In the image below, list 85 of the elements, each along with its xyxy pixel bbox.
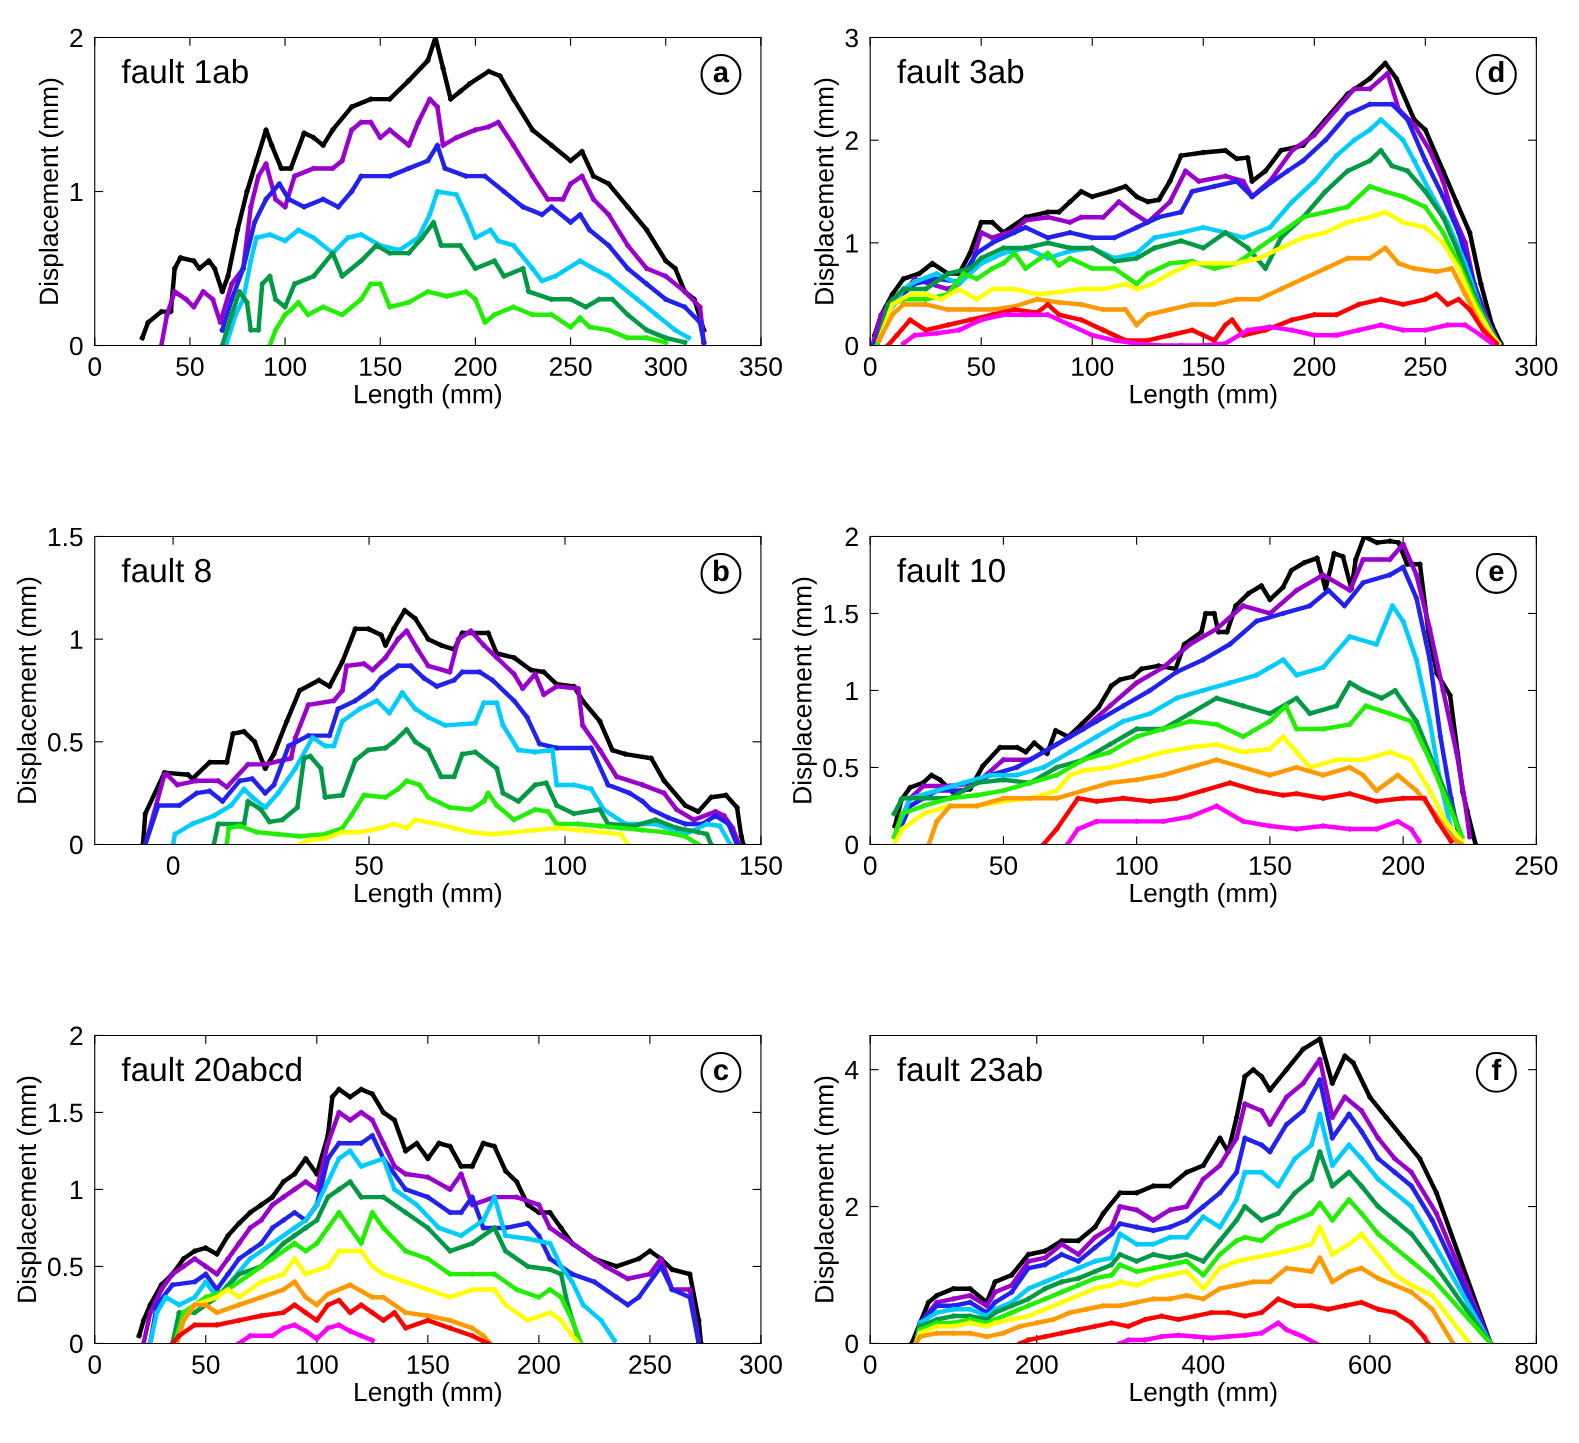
x-axis-title: Length (mm) (1130, 882, 1277, 908)
x-tick-label: 0 (863, 856, 877, 875)
x-tick-label: 250 (629, 1355, 671, 1374)
x-tick-label: 300 (644, 357, 687, 377)
y-tick-label: 1.5 (48, 527, 83, 547)
y-tick-label: 1 (70, 1180, 83, 1199)
x-axis-title: Length (mm) (355, 882, 501, 908)
x-tick-label: 250 (1404, 357, 1447, 377)
y-tick-label: 2 (70, 1026, 83, 1045)
x-tick-label: 100 (544, 856, 586, 875)
x-tick-label: 0 (166, 856, 180, 875)
y-tick-label: 1 (846, 234, 858, 253)
x-tick-label: 100 (1072, 357, 1114, 377)
y-tick-label: 0.5 (47, 1257, 83, 1277)
y-tick-label: 1.5 (824, 604, 858, 624)
text: fault 20abcd (121, 1056, 301, 1082)
y-tick-label: 0 (845, 835, 859, 855)
x-tick-label: 50 (355, 856, 383, 875)
y-axis-title: Displacement (mm) (814, 78, 839, 304)
y-axis-title: Displacement (mm) (792, 577, 817, 803)
y-axis-title: Displacement (mm) (16, 577, 42, 803)
y-tick-label: 0 (69, 336, 83, 356)
y-tick-label: 2 (845, 1197, 858, 1217)
x-tick-label: 100 (265, 357, 307, 377)
x-tick-label: 200 (1382, 856, 1425, 875)
x-tick-label: 250 (549, 357, 592, 377)
x-tick-label: 300 (739, 1355, 782, 1374)
text: fault 8 (121, 557, 211, 583)
text: fault 23ab (897, 1056, 1042, 1082)
y-tick-label: 2 (845, 131, 858, 150)
y-axis-title: Displacement (mm) (16, 1076, 42, 1302)
x-tick-label: 600 (1349, 1355, 1391, 1374)
x-axis-title: Length (mm) (355, 384, 501, 409)
x-tick-label: 200 (1293, 357, 1336, 377)
x-tick-label: 200 (518, 1355, 560, 1374)
x-axis-title: Length (mm) (1130, 1381, 1277, 1407)
y-axis-title: Displacement (mm) (814, 1076, 839, 1302)
x-axis-title: Length (mm) (355, 1381, 501, 1407)
x-tick-label: 400 (1181, 1355, 1225, 1374)
y-tick-label: 0 (845, 336, 859, 356)
x-tick-label: 350 (739, 357, 782, 377)
x-tick-label: 50 (989, 856, 1018, 875)
text: fault 1ab (121, 58, 248, 84)
x-tick-label: 100 (296, 1355, 338, 1374)
y-tick-label: 3 (845, 28, 858, 48)
x-tick-label: 50 (967, 357, 995, 377)
x-tick-label: 250 (1515, 856, 1558, 875)
x-tick-label: 200 (454, 357, 497, 377)
y-tick-label: 0 (69, 835, 83, 855)
x-tick-label: 150 (1249, 856, 1291, 875)
annotation: f (1492, 1058, 1502, 1080)
x-tick-label: 800 (1515, 1355, 1558, 1374)
x-axis-title: Length (mm) (1130, 384, 1277, 409)
y-tick-label: 1 (846, 681, 858, 701)
annotation: c (713, 1064, 729, 1081)
y-axis-title: Displacement (mm) (38, 78, 64, 304)
x-tick-label: 50 (192, 1355, 220, 1374)
y-tick-label: 2 (70, 28, 83, 48)
y-tick-label: 0.5 (823, 758, 858, 778)
x-tick-label: 300 (1515, 357, 1558, 377)
x-tick-label: 150 (360, 357, 402, 377)
x-tick-label: 150 (407, 1355, 449, 1374)
x-tick-label: 200 (1016, 1355, 1058, 1374)
y-tick-label: 0 (69, 1334, 83, 1354)
y-tick-label: 1.5 (48, 1103, 83, 1123)
x-tick-label: 0 (863, 357, 877, 377)
y-tick-label: 0.5 (47, 732, 83, 752)
annotation: b (713, 559, 729, 582)
text: fault 3ab (897, 58, 1024, 84)
x-tick-label: 150 (1183, 357, 1225, 377)
x-tick-label: 150 (740, 856, 782, 875)
annotation: e (1489, 565, 1504, 582)
y-tick-label: 0 (845, 1334, 859, 1354)
x-tick-label: 0 (863, 1355, 877, 1374)
x-tick-label: 50 (176, 357, 204, 377)
x-tick-label: 0 (88, 1355, 102, 1374)
annotation: d (1488, 60, 1504, 83)
text: fault 10 (897, 557, 1005, 583)
y-tick-label: 1 (70, 182, 83, 202)
x-tick-label: 0 (88, 357, 102, 377)
y-tick-label: 2 (845, 527, 858, 547)
annotation: a (713, 66, 730, 83)
x-tick-label: 100 (1116, 856, 1158, 875)
y-tick-label: 1 (70, 630, 83, 649)
y-tick-label: 4 (845, 1061, 859, 1080)
